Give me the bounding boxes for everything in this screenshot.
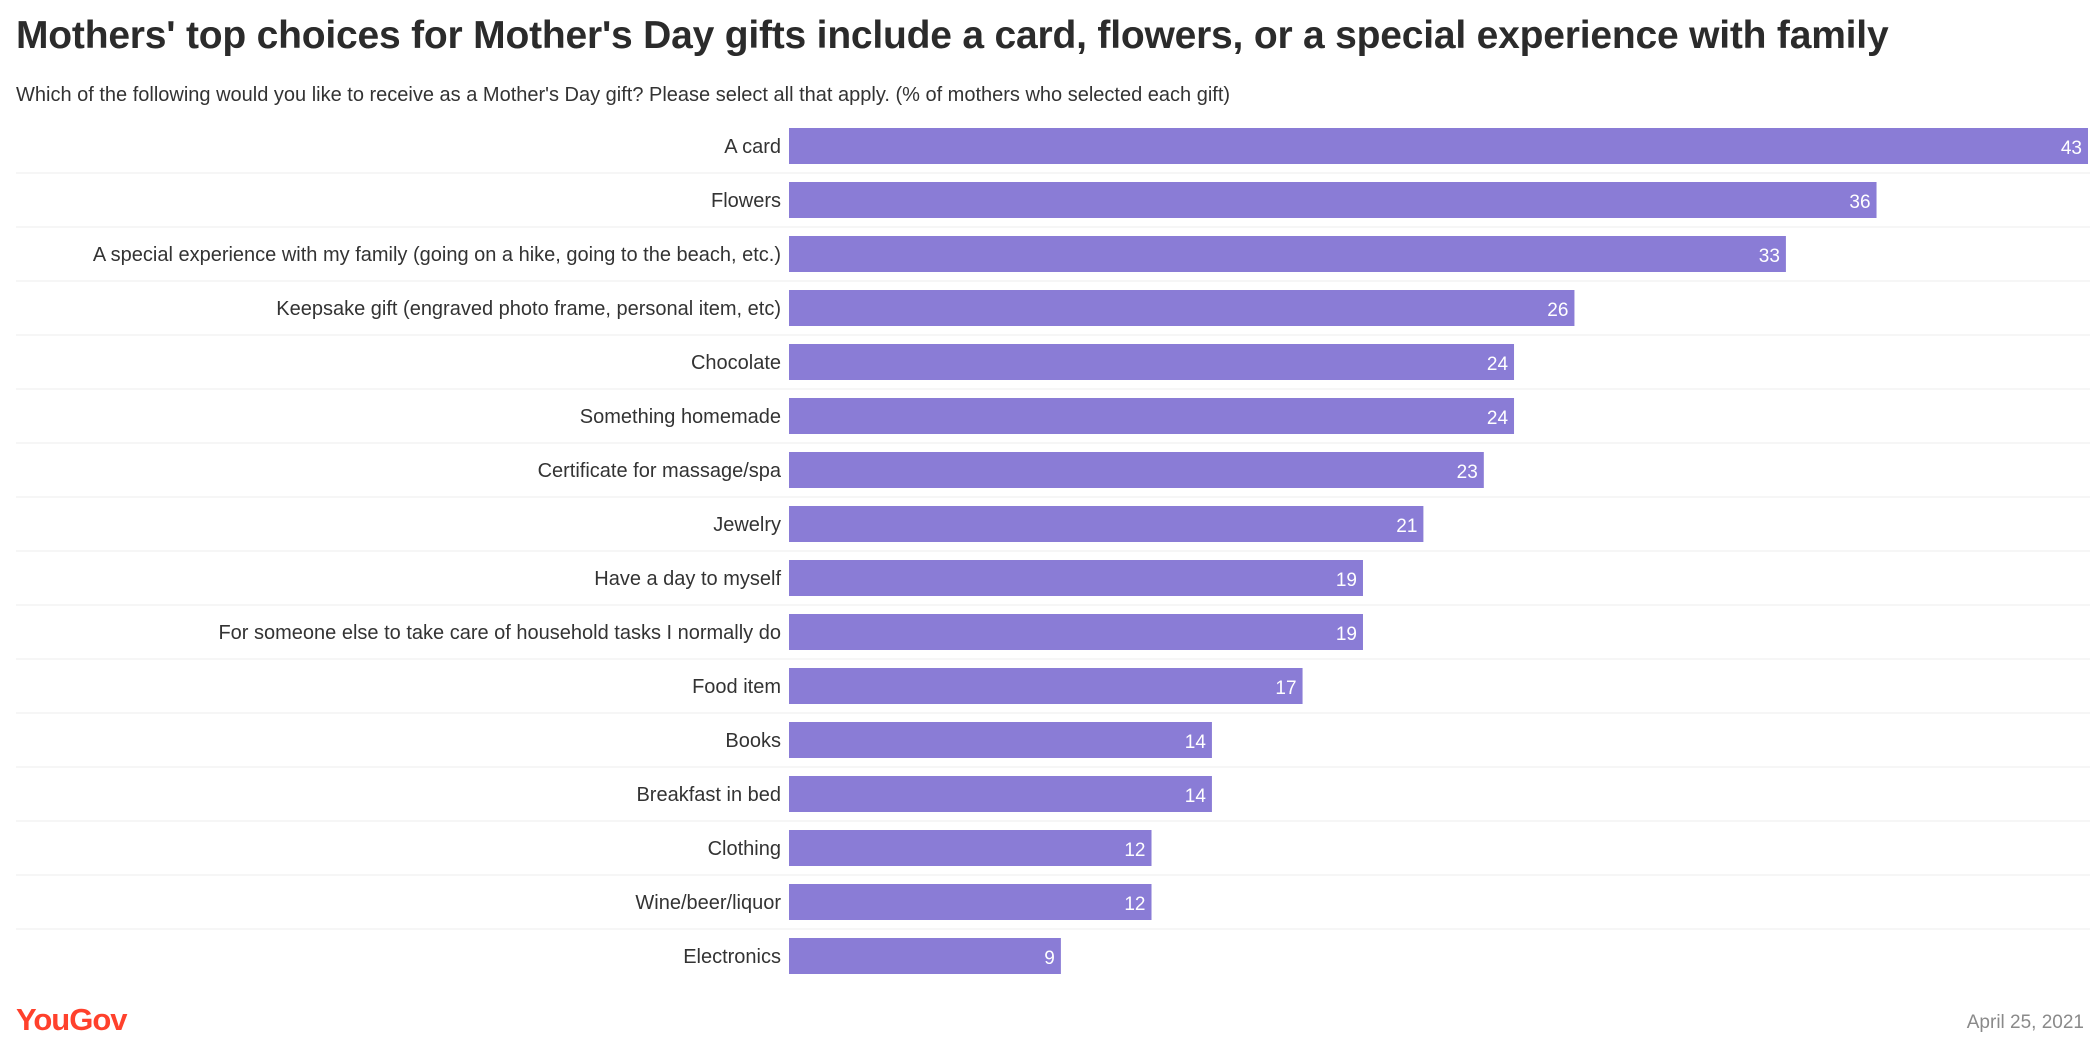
category-label: Clothing <box>708 838 781 860</box>
yougov-logo: YouGov <box>16 1002 128 1037</box>
category-label: Wine/beer/liquor <box>635 892 781 914</box>
value-label: 21 <box>1396 516 1417 537</box>
category-label: Something homemade <box>580 406 781 428</box>
category-label: Electronics <box>683 946 781 968</box>
category-label: Flowers <box>711 190 781 212</box>
value-label: 19 <box>1336 624 1357 645</box>
bar <box>789 290 1575 326</box>
bar <box>789 182 1877 218</box>
category-label: A card <box>724 136 781 158</box>
category-label: Keepsake gift (engraved photo frame, per… <box>276 298 781 320</box>
value-label: 9 <box>1044 948 1055 969</box>
bar <box>789 884 1152 920</box>
chart-subtitle: Which of the following would you like to… <box>16 84 1231 106</box>
category-label: Books <box>725 730 781 752</box>
bar <box>789 236 1786 272</box>
category-label: Chocolate <box>691 352 781 374</box>
category-label: For someone else to take care of househo… <box>218 622 781 644</box>
value-label: 12 <box>1124 894 1145 915</box>
category-label: Have a day to myself <box>594 568 781 590</box>
bar <box>789 128 2088 164</box>
bar <box>789 830 1152 866</box>
bar <box>789 776 1212 812</box>
value-label: 12 <box>1124 840 1145 861</box>
bar <box>789 938 1061 974</box>
category-label: A special experience with my family (goi… <box>93 244 781 266</box>
bar <box>789 344 1515 380</box>
bar <box>789 452 1484 488</box>
bar <box>789 614 1363 650</box>
value-label: 23 <box>1457 462 1478 483</box>
value-label: 33 <box>1759 246 1780 267</box>
category-label: Food item <box>692 676 781 698</box>
chart-title: Mothers' top choices for Mother's Day gi… <box>16 14 1889 57</box>
bar <box>789 722 1212 758</box>
value-label: 17 <box>1275 678 1296 699</box>
value-label: 24 <box>1487 408 1509 429</box>
category-label: Certificate for massage/spa <box>538 460 782 482</box>
category-label: Jewelry <box>713 514 781 536</box>
value-label: 26 <box>1547 300 1568 321</box>
bar <box>789 668 1303 704</box>
value-label: 24 <box>1487 354 1509 375</box>
bar <box>789 560 1363 596</box>
bar <box>789 506 1424 542</box>
category-label: Breakfast in bed <box>636 784 781 806</box>
publish-date: April 25, 2021 <box>1966 1012 2084 1033</box>
bar <box>789 398 1515 434</box>
value-label: 14 <box>1185 732 1207 753</box>
value-label: 43 <box>2061 138 2082 159</box>
value-label: 36 <box>1849 192 1870 213</box>
value-label: 19 <box>1336 570 1357 591</box>
value-label: 14 <box>1185 786 1207 807</box>
